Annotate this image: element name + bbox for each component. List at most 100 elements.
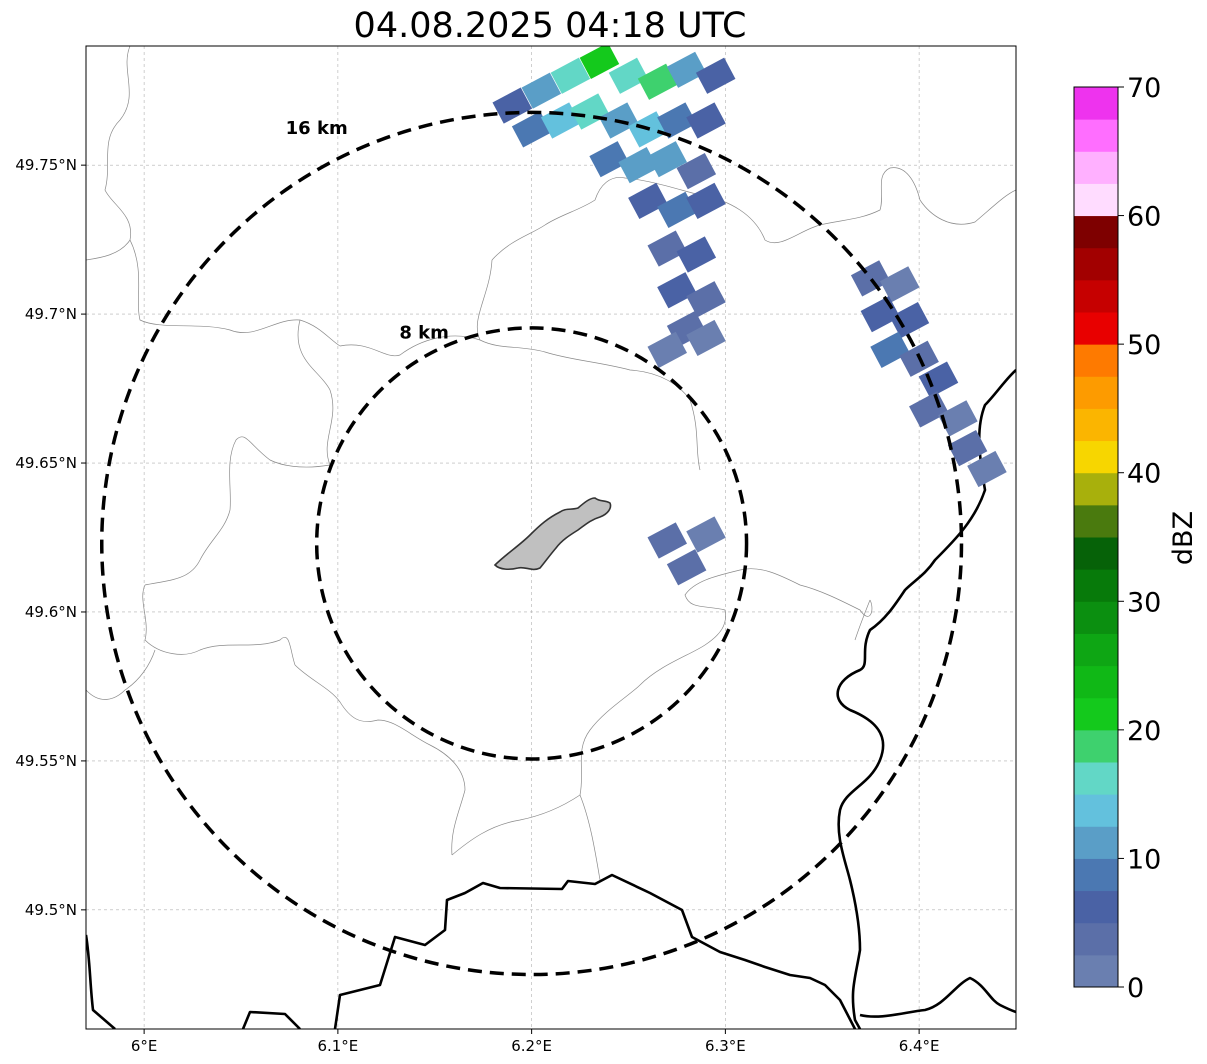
colorbar-segment: [1074, 537, 1118, 570]
radar-echo-cell: [918, 361, 959, 398]
colorbar-segment: [1074, 504, 1118, 538]
colorbar-segment: [1074, 344, 1118, 377]
radar-echo-cell: [637, 63, 678, 100]
radar-echo-cell: [657, 191, 697, 228]
colorbar-tick-label: 10: [1127, 844, 1161, 875]
x-tick-label: 6°E: [131, 1037, 158, 1055]
radar-echo-cell: [647, 331, 688, 368]
colorbar-segment: [1074, 794, 1118, 827]
y-tick-label: 49.5°N: [25, 901, 77, 919]
colorbar-segment: [1074, 665, 1118, 699]
colorbar-segment: [1074, 569, 1118, 602]
colorbar-segment: [1074, 440, 1118, 474]
y-tick-label: 49.75°N: [15, 156, 77, 174]
colorbar-tick-label: 30: [1127, 587, 1161, 618]
colorbar: [1073, 86, 1119, 988]
colorbar-segment: [1074, 858, 1118, 892]
colorbar-segment: [1074, 729, 1118, 763]
colorbar-segment: [1074, 247, 1118, 281]
colorbar-tick-label: 70: [1127, 73, 1161, 104]
radar-echo-cell: [647, 230, 688, 267]
colorbar-segment: [1074, 408, 1118, 442]
colorbar-tick-label: 60: [1127, 202, 1161, 233]
colorbar-label: dBZ: [1168, 511, 1199, 565]
y-tick-label: 49.55°N: [15, 752, 77, 770]
colorbar-tick-label: 0: [1127, 973, 1144, 1004]
radar-echo-cell: [947, 430, 988, 467]
radar-echo-cell: [608, 57, 649, 94]
colorbar-segment: [1074, 633, 1118, 667]
radar-echo-cell: [647, 141, 688, 178]
y-tick-label: 49.7°N: [25, 305, 77, 323]
x-tick-label: 6.1°E: [317, 1037, 358, 1055]
radar-echo-cell: [686, 102, 726, 139]
colorbar-ticks: 0 10 20 30 40 50 60 70: [1118, 73, 1161, 1004]
colorbar-segment: [1074, 922, 1118, 956]
radar-echo-cell: [870, 331, 910, 368]
colorbar-segment: [1074, 279, 1118, 313]
radar-echo-cell: [686, 319, 726, 357]
radar-echo-cell: [657, 272, 697, 309]
colorbar-segment: [1074, 376, 1118, 409]
radar-echo-cell: [686, 281, 726, 318]
colorbar-tick-label: 50: [1127, 330, 1161, 361]
radar-echo-cell: [628, 182, 668, 220]
colorbar-segment: [1074, 697, 1118, 731]
radar-echo-cell: [889, 301, 930, 339]
range-ring-label: 16 km: [286, 118, 348, 139]
colorbar-segment: [1074, 183, 1118, 217]
radar-echo-cell: [850, 260, 891, 297]
colorbar-frame: [1073, 86, 1119, 988]
colorbar-segment: [1074, 312, 1118, 345]
colorbar-tick-label: 20: [1127, 716, 1161, 747]
city-area-shape: [493, 497, 612, 571]
radar-echo-cell: [569, 93, 610, 130]
figure-title: 04.08.2025 04:18 UTC: [354, 6, 747, 46]
colorbar-segment: [1074, 87, 1118, 120]
radar-echo-cell: [967, 450, 1007, 488]
x-tick-label: 6.2°E: [511, 1037, 552, 1055]
radar-echo-cell: [492, 87, 533, 124]
colorbar-segment: [1074, 762, 1118, 795]
radar-echo-cell: [695, 57, 736, 94]
colorbar-segment: [1074, 215, 1118, 249]
radar-echo-cell: [540, 102, 581, 139]
radar-echo-cell: [521, 72, 562, 109]
y-axis-ticks: 49.75°N 49.7°N 49.65°N 49.6°N 49.55°N 49.5°N: [15, 156, 86, 919]
radar-echo-cell: [938, 400, 978, 437]
map-frame: [85, 45, 1017, 1030]
colorbar-segment: [1074, 472, 1118, 506]
radar-echo-cell: [589, 141, 629, 178]
radar-echo-cell: [657, 102, 697, 139]
colorbar-segment: [1074, 890, 1118, 924]
radar-echo-cell: [579, 46, 620, 80]
x-tick-label: 6.3°E: [705, 1037, 746, 1055]
radar-echo-cell: [686, 516, 726, 553]
radar-echo-cell: [511, 111, 552, 148]
range-ring: [100, 110, 964, 977]
colorbar-segment: [1074, 151, 1118, 184]
colorbar-segment: [1074, 119, 1118, 152]
x-axis-ticks: 6°E 6.1°E 6.2°E 6.3°E 6.4°E: [131, 1029, 940, 1055]
radar-echo-cell: [676, 153, 717, 190]
radar-echo-cell: [550, 57, 591, 94]
range-rings: 16 km 8 km: [100, 110, 964, 977]
colorbar-segment: [1074, 826, 1118, 859]
colorbar-tick-label: 40: [1127, 459, 1161, 490]
national-borders: [86, 369, 1016, 1029]
colorbar-segment: [1074, 954, 1118, 988]
x-tick-label: 6.4°E: [899, 1037, 940, 1055]
range-ring: [314, 326, 749, 761]
y-tick-label: 49.65°N: [15, 454, 77, 472]
radar-echo-cell: [676, 236, 717, 273]
radar-echo-cell: [879, 266, 920, 303]
radar-echo-cell: [666, 51, 707, 88]
gridlines: [86, 46, 1016, 1029]
radar-echo-cell: [686, 182, 726, 220]
y-tick-label: 49.6°N: [25, 603, 77, 621]
range-ring-label: 8 km: [399, 323, 449, 344]
radar-echo-cell: [647, 522, 688, 559]
colorbar-segment: [1074, 601, 1118, 634]
radar-echo-cell: [666, 549, 707, 586]
